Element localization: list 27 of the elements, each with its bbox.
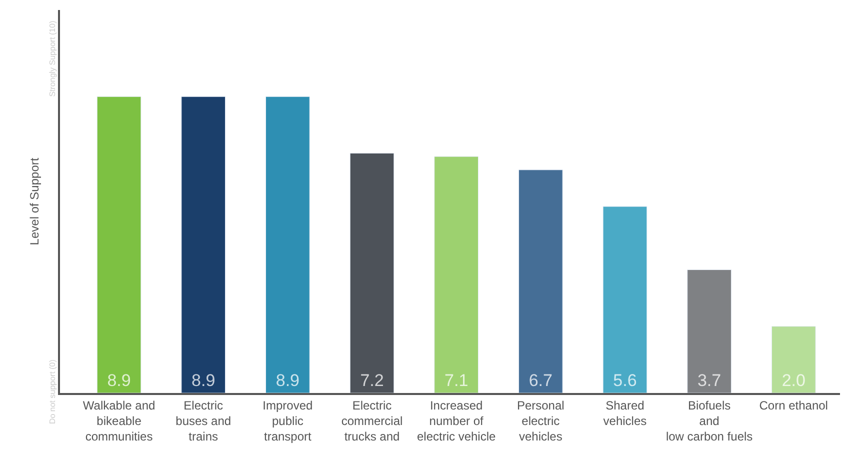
x-tick-label: Biofuels and low carbon fuels — [666, 398, 753, 444]
x-tick-label: Walkable and bikeable communities — [82, 398, 156, 444]
data-label: 5.6 — [613, 371, 637, 390]
x-tick-label: Electric commercial trucks and — [341, 398, 403, 444]
data-label: 8.9 — [276, 371, 300, 390]
bar — [434, 156, 478, 393]
bar — [518, 170, 563, 393]
data-label: 2.0 — [782, 371, 806, 390]
bar — [687, 270, 732, 393]
x-tick-label: Increased number of electric vehicle — [416, 398, 496, 444]
data-label: 8.9 — [107, 371, 131, 390]
data-label: 7.1 — [444, 371, 468, 390]
bar — [181, 96, 226, 393]
bar — [771, 326, 816, 393]
bar — [96, 96, 142, 393]
bar — [602, 206, 648, 393]
bar — [266, 96, 310, 393]
y-axis-title: Level of Support — [28, 157, 42, 246]
data-label: 3.7 — [697, 371, 722, 390]
data-label: 8.9 — [192, 371, 216, 390]
x-tick-label: Shared vehicles — [603, 398, 647, 428]
x-tick-label: Electric buses and trains — [176, 398, 232, 444]
x-tick-label: Corn ethanol — [759, 398, 828, 412]
x-tick-label: Personal electric vehicles — [516, 398, 564, 444]
data-label: 6.7 — [528, 371, 552, 390]
data-label: 7.2 — [360, 371, 384, 390]
x-tick-label: Improved public transport — [262, 398, 313, 444]
